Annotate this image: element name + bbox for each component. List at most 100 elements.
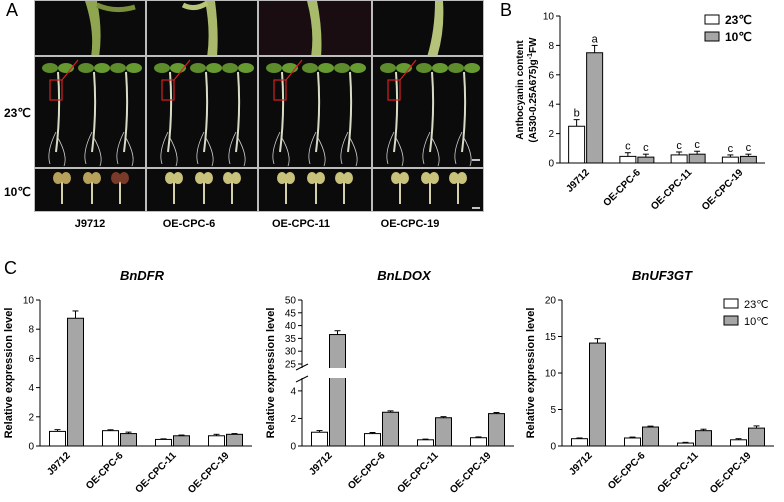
bar-10c [642,426,659,447]
seedling-cotyledon [302,63,318,73]
y-tick-label: 50 [285,296,297,307]
significance-letter: c [625,141,631,153]
seedling-stem [461,71,467,153]
seedling-cotyledon [91,172,101,184]
y-tick-label: 4 [548,100,554,111]
seedling-root [422,131,440,167]
y-tick-label: 0 [548,159,554,170]
y-tick-label: 15 [545,332,557,343]
y-tick-label: 6 [548,70,554,81]
bar-10c [589,342,606,447]
y-tick-label: 8 [28,325,34,336]
significance-letter: c [643,142,649,154]
panel-letter-c: C [4,258,17,278]
y-tick-label: 4 [290,386,296,397]
row-label-23c: 23℃ [4,106,31,120]
bar-23c [364,433,381,447]
bar-23c [208,435,225,447]
seedling-root [196,131,214,167]
legend-swatch-23c [723,298,739,309]
seedling-cotyledon [277,172,287,184]
seedling-cotyledon [429,172,439,184]
y-tick-label: 10 [545,369,557,380]
photo-closeup-oe-cpc-11 [258,0,372,56]
highlight-box [161,79,175,101]
seedling-cotyledon [165,172,175,184]
bar-10c [226,433,243,447]
seedling-root [386,131,404,167]
y-tick-label: 45 [285,308,297,319]
highlight-pointer [61,59,79,81]
bar-23c [311,431,328,447]
y-tick-label: 40 [285,321,297,332]
seedling-cotyledon [432,63,448,73]
bar-23c [571,438,588,447]
chart-title: BnDFR [120,268,165,283]
x-tick-label: OE-CPC-6 [84,450,126,492]
significance-letter: c [676,140,682,152]
seedling-cotyledon [391,172,401,184]
seedling-cotyledon [421,172,431,184]
y-tick-label: 10 [23,296,35,307]
bar-10c [688,153,706,164]
y-tick-label: 30 [285,347,297,358]
y-tick-label: 0 [290,442,296,453]
x-tick-label: J9712 [567,450,595,478]
x-tick-label: OE-CPC-11 [134,450,179,495]
bar-10c [173,435,190,447]
photo-23c-oe-cpc-11 [258,56,372,168]
seedling-root [84,131,102,167]
seedling-cotyledon [231,172,241,184]
y-axis-label-units: (A530-0.25A675)g-1FW [527,37,539,143]
seedling-cotyledon [61,172,71,184]
seedling-cotyledon [448,63,464,73]
bar-23c [670,154,688,164]
panel-letter-a: A [6,0,19,20]
seedling-cotyledon [350,63,366,73]
bar-23c [619,155,637,164]
x-tick-label: OE-CPC-19 [700,167,746,213]
bar-10c [739,155,757,164]
y-tick-label: 4 [28,383,34,394]
seedling-cotyledon [318,63,334,73]
column-label-oe-cpc-11: OE-CPC-11 [271,218,331,230]
y-axis-label: Relative expression level [265,308,277,439]
seedling-cotyledon [416,63,432,73]
legend-label: 10℃ [725,30,752,44]
seedling-cotyledon [42,63,58,73]
axis-break-mark [295,363,309,371]
seedling-stem [429,71,435,153]
seedling-cotyledon [266,63,282,73]
seedling-cotyledon [285,172,295,184]
x-tick-label: J9712 [307,450,335,478]
y-axis-label: Relative expression level [525,308,537,439]
chart-title: BnUF3GT [632,268,693,283]
highlight-pointer [285,59,303,81]
significance-letter: c [746,142,752,154]
photo-closeup-oe-cpc-6 [146,0,258,56]
x-tick-label: OE-CPC-19 [186,450,232,496]
x-tick-label: OE-CPC-6 [601,167,643,209]
highlight-box [49,79,63,101]
bar-10c [67,317,84,447]
seedling-stem [203,71,209,153]
bar-10c [435,417,452,447]
significance-letter: b [574,108,580,120]
x-tick-label: J9712 [564,167,592,195]
seedling-root [308,131,326,167]
bar-10c [488,413,505,447]
hypocotyl-image [85,1,136,55]
seedling-cotyledon [119,172,129,184]
bndfr-expression-chart: BnDFR 0 2 4 6 8 10 J9712 OE-CPC-6 OE-CPC-11 OE-CPC… [3,268,252,496]
seedling-cotyledon [315,172,325,184]
y-axis-label: Anthocyanin content [515,40,526,140]
legend-label: 23℃ [725,13,752,27]
seedling-cotyledon [111,172,121,184]
bar-23c [721,156,739,164]
seedling-cotyledon [464,63,480,73]
seedling-root [116,131,134,167]
x-tick-label: OE-CPC-19 [708,450,754,496]
bar-23c [155,438,172,447]
seedling-cotyledon [154,63,170,73]
seedling-cotyledon [457,172,467,184]
